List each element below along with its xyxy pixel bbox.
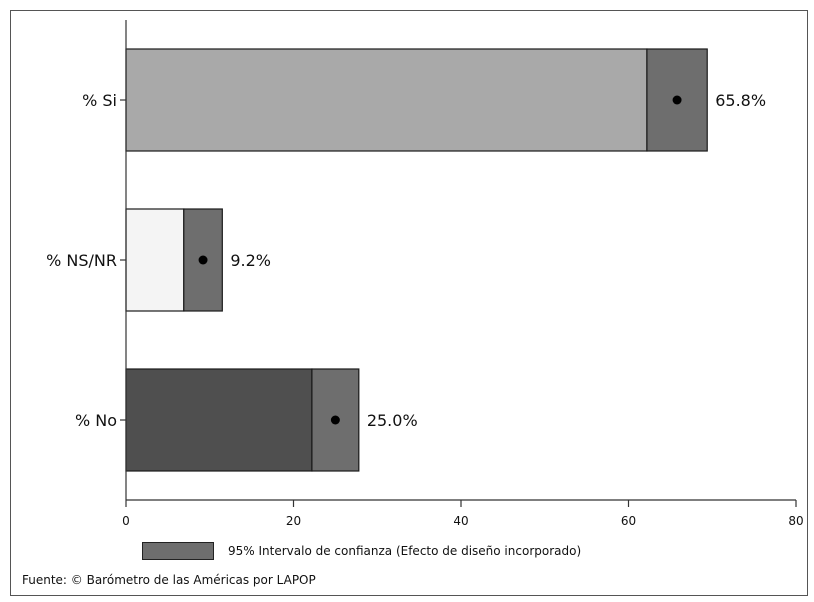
value-label-1: 9.2% <box>230 251 271 270</box>
legend-swatch <box>142 542 214 560</box>
category-label-1: % NS/NR <box>46 251 117 270</box>
x-tick-label-3: 60 <box>621 514 636 528</box>
x-tick-label-1: 20 <box>286 514 301 528</box>
value-axis: 0 20 40 60 80 <box>122 500 804 528</box>
category-axis: % Si % NS/NR % No <box>46 91 126 430</box>
value-label-0: 65.8% <box>715 91 766 110</box>
x-tick-label-4: 80 <box>788 514 803 528</box>
point-estimate-0 <box>672 95 682 105</box>
value-label-2: 25.0% <box>367 411 418 430</box>
bars-layer: 65.8% 9.2% 25.0% <box>125 48 766 472</box>
category-label-2: % No <box>75 411 117 430</box>
legend: 95% Intervalo de confianza (Efecto de di… <box>142 541 581 561</box>
category-label-0: % Si <box>82 91 117 110</box>
x-tick-label-2: 40 <box>453 514 468 528</box>
source-note: Fuente: © Barómetro de las Américas por … <box>22 573 316 587</box>
bar-0 <box>125 48 648 152</box>
legend-label: 95% Intervalo de confianza (Efecto de di… <box>228 544 582 558</box>
x-tick-label-0: 0 <box>122 514 130 528</box>
point-estimate-1 <box>198 255 208 265</box>
bar-2 <box>125 368 313 472</box>
point-estimate-2 <box>330 415 340 425</box>
bar-1 <box>125 208 185 312</box>
